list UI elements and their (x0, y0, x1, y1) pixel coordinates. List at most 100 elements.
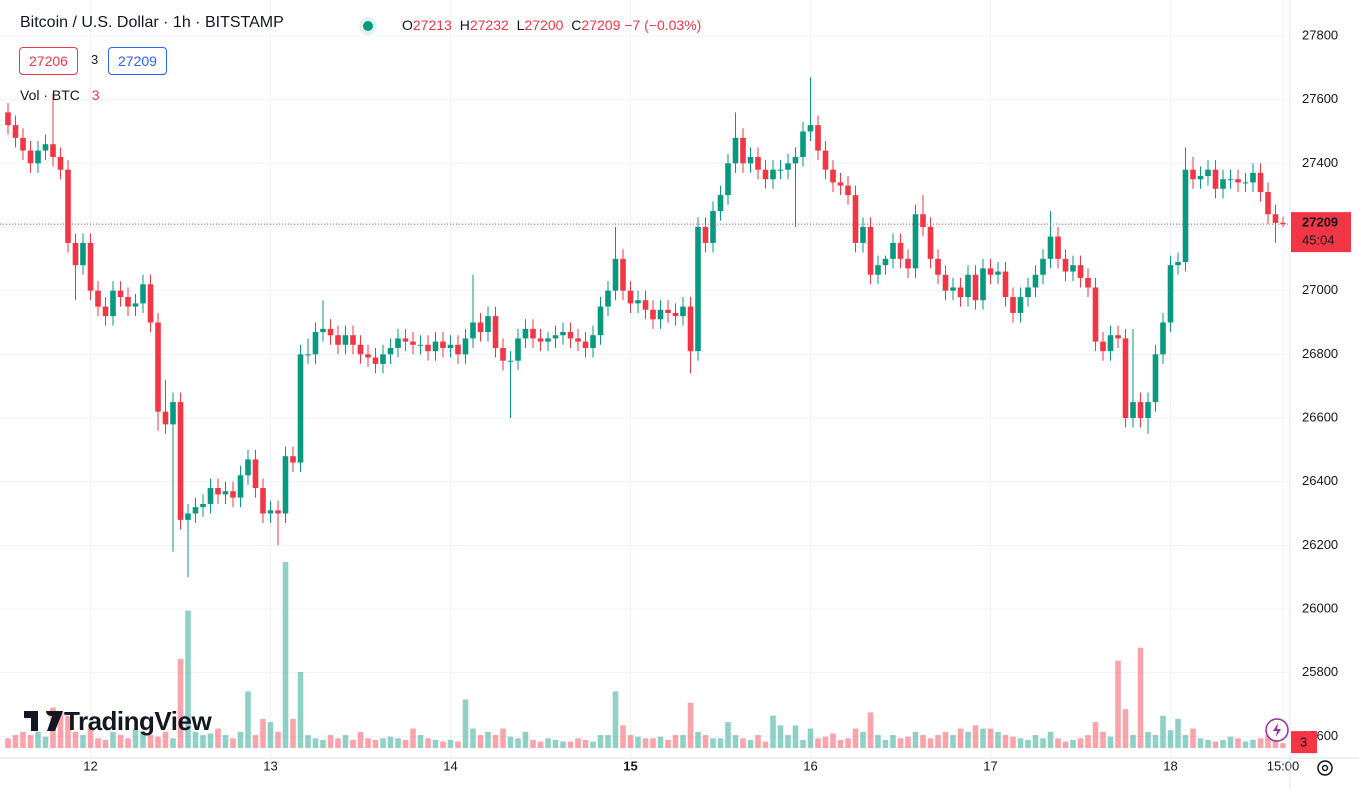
candle-body (1220, 179, 1226, 189)
candle-body (597, 306, 604, 336)
volume-bar (860, 731, 866, 748)
y-tick-label: 27000 (1302, 282, 1338, 297)
volume-tag-label: 3 (1300, 735, 1307, 750)
volume-bar (687, 702, 694, 748)
symbol-title[interactable]: Bitcoin / U.S. Dollar · 1h · BITSTAMP (20, 14, 284, 31)
volume-bar (200, 735, 206, 748)
volume-bar (747, 739, 754, 748)
ohlc-legend: O27213 H27232 L27200 C27209 −7 (−0.03%) (398, 17, 701, 33)
volume-bar (440, 741, 446, 748)
candle-body (1032, 274, 1039, 288)
volume-bar (462, 699, 469, 748)
volume-bar (402, 739, 409, 748)
volume-bar (740, 738, 746, 748)
candle-body (1122, 338, 1129, 418)
volume-bar (1017, 738, 1024, 748)
volume-bar (935, 735, 941, 748)
volume-bar (185, 610, 191, 748)
candle-body (312, 332, 319, 355)
candle-body (380, 354, 386, 364)
volume-bar (222, 735, 229, 748)
volume-bar (110, 731, 116, 748)
candle-body (125, 297, 131, 307)
volume-bar (1100, 731, 1106, 748)
volume-bar (957, 728, 964, 748)
candle-body (192, 507, 199, 514)
replay-button[interactable] (1264, 717, 1290, 743)
candle-body (890, 242, 896, 259)
candle-body (110, 290, 116, 317)
candle-body (155, 322, 161, 412)
volume-bar (1160, 715, 1166, 748)
settings-button[interactable] (1313, 756, 1337, 780)
volume-bar (912, 731, 919, 748)
volume-bar (1137, 647, 1144, 748)
volume-legend: Vol · BTC 3 (20, 87, 100, 103)
volume-bar (792, 725, 799, 748)
candle-body (147, 284, 154, 323)
candle-body (830, 169, 836, 183)
volume-bar (57, 712, 64, 748)
volume-bar (657, 736, 664, 748)
volume-bar (350, 739, 356, 748)
volume-bar (342, 735, 349, 748)
candle-body (1070, 265, 1076, 272)
candle-body (447, 344, 454, 348)
volume-bar (1152, 735, 1159, 748)
y-tick-label: 27800 (1302, 27, 1338, 42)
volume-bar (522, 731, 529, 748)
candle-body (1272, 214, 1279, 223)
ohlc-value: 27232 (469, 17, 509, 33)
candle-body (1002, 271, 1009, 298)
candle-body (372, 357, 379, 364)
volume-bar (1107, 736, 1114, 748)
volume-bar (680, 735, 686, 748)
x-tick-label: 18 (1163, 758, 1177, 773)
volume-bar (620, 725, 626, 748)
candle-body (1235, 179, 1241, 183)
buy-price[interactable]: 27209 (108, 47, 167, 75)
candle-body (320, 328, 326, 333)
ohlc-value: 27200 (524, 17, 564, 33)
candle-body (57, 156, 64, 170)
volume-bar (102, 739, 109, 748)
candle-body (215, 488, 221, 495)
candle-body (1040, 258, 1046, 275)
y-tick-label: 26000 (1302, 600, 1338, 615)
volume-bar (327, 735, 334, 748)
volume-bar (545, 738, 551, 748)
volume-bar (695, 731, 701, 748)
countdown: 45:04 (1302, 233, 1335, 248)
candle-body (177, 402, 184, 520)
logo[interactable]: TradingView (24, 706, 212, 737)
candle-body (627, 290, 634, 304)
y-tick-label: 26200 (1302, 537, 1338, 552)
candle-body (732, 137, 739, 164)
candle-body (552, 335, 559, 339)
candle-body (432, 341, 439, 352)
ohlc-key: L (516, 17, 525, 33)
candle-body (50, 144, 56, 157)
ohlc-value: 27209 (581, 17, 621, 33)
logo-text: TradingView (64, 706, 212, 736)
candle-body (785, 163, 791, 170)
volume-bar (1182, 735, 1189, 748)
volume-bar (905, 736, 911, 748)
volume-bar (702, 735, 709, 748)
volume-bar (245, 691, 251, 748)
candle-body (1160, 322, 1166, 355)
candle-body (1250, 172, 1256, 183)
volume-bar (207, 733, 214, 748)
sell-price[interactable]: 27206 (19, 47, 78, 75)
volume-bar (1242, 741, 1249, 748)
candle-body (20, 137, 26, 151)
volume-bar (387, 736, 394, 748)
volume-bar (455, 741, 461, 748)
candle-body (1055, 236, 1061, 259)
volume-bar (642, 738, 649, 748)
candle-body (87, 242, 94, 291)
volume-bar (432, 739, 439, 748)
volume-bar (1175, 718, 1181, 748)
volume-bar (507, 736, 514, 748)
status-dot (359, 17, 377, 35)
